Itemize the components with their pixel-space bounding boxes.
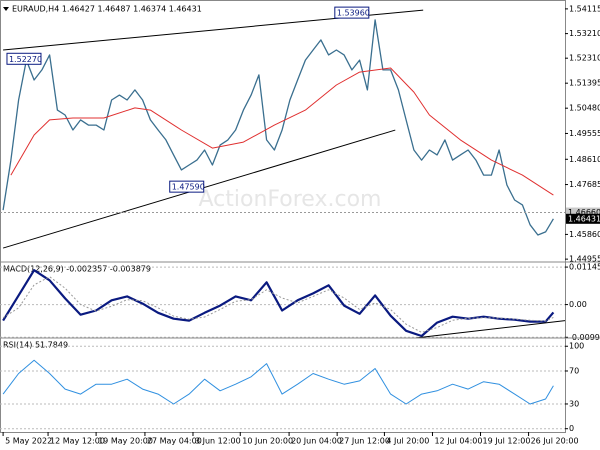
series-line bbox=[2, 19, 554, 236]
y-tick-label: 1.44955 bbox=[569, 255, 600, 264]
y-tick-label: 1.50480 bbox=[569, 104, 600, 113]
y-tick-label: 1.45860 bbox=[569, 230, 600, 239]
x-tick-label: 12 May 12:00 bbox=[50, 437, 105, 446]
x-tick-label: 27 Jun 12:00 bbox=[339, 437, 390, 446]
y-tick-label: 1.51395 bbox=[569, 79, 600, 88]
x-tick-label: 20 Jun 04:00 bbox=[291, 437, 342, 446]
x-tick-label: 12 Jul 04:00 bbox=[434, 437, 482, 446]
price-marker-label: 1.46660 bbox=[568, 208, 600, 217]
y-tick-label: 1.54115 bbox=[569, 4, 600, 13]
x-tick-label: 26 Jul 20:00 bbox=[531, 437, 579, 446]
symbol-icon bbox=[3, 7, 9, 11]
panel-title: RSI(14) 51.7849 bbox=[3, 341, 68, 350]
annotation-label: 1.53960 bbox=[337, 9, 370, 18]
y-tick-label: 1.53210 bbox=[569, 29, 600, 38]
x-tick-label: 10 Jun 20:00 bbox=[242, 437, 293, 446]
x-tick-label: 3 Jun 12:00 bbox=[195, 437, 241, 446]
y-tick-label: 0 bbox=[569, 424, 574, 433]
frame bbox=[0, 0, 566, 433]
y-tick-label: 0.01145 bbox=[569, 263, 600, 272]
x-tick-label: 19 May 20:00 bbox=[98, 437, 153, 446]
annotation-box bbox=[169, 180, 205, 193]
y-tick-label: 1.48610 bbox=[569, 155, 600, 164]
price-marker bbox=[566, 213, 600, 224]
y-tick-label: 1.47685 bbox=[569, 180, 600, 189]
y-tick-label: 1.49555 bbox=[569, 129, 600, 138]
y-tick-label: 0.00 bbox=[569, 300, 587, 309]
header: EURAUD,H4 1.46427 1.46487 1.46374 1.4643… bbox=[12, 5, 202, 14]
x-tick-label: 19 Jul 12:00 bbox=[483, 437, 531, 446]
y-tick-label: 100 bbox=[569, 342, 584, 351]
y-tick-label: -0.009985 bbox=[569, 333, 600, 342]
x-tick-label: 4 Jul 20:00 bbox=[386, 437, 429, 446]
y-tick-label: 70 bbox=[569, 366, 579, 375]
price-marker bbox=[566, 207, 600, 218]
watermark: ActionForex.com bbox=[199, 187, 382, 212]
series-line bbox=[10, 67, 554, 196]
x-tick-label: 27 May 04:00 bbox=[147, 437, 202, 446]
series-line bbox=[2, 359, 554, 405]
annotation-box bbox=[6, 52, 42, 65]
y-tick-label: 30 bbox=[569, 399, 579, 408]
price-marker-label: 1.46431 bbox=[568, 214, 600, 223]
annotation-label: 1.47590 bbox=[172, 183, 205, 192]
series-line bbox=[2, 269, 555, 338]
annotation-box bbox=[334, 6, 370, 19]
trendline bbox=[415, 320, 566, 339]
y-tick-label: 1.52310 bbox=[569, 54, 600, 63]
x-tick-label: 5 May 2022 bbox=[5, 437, 52, 446]
annotation-label: 1.52270 bbox=[9, 55, 42, 64]
panel-title: MACD(12,26,9) -0.002357 -0.003879 bbox=[3, 265, 151, 274]
